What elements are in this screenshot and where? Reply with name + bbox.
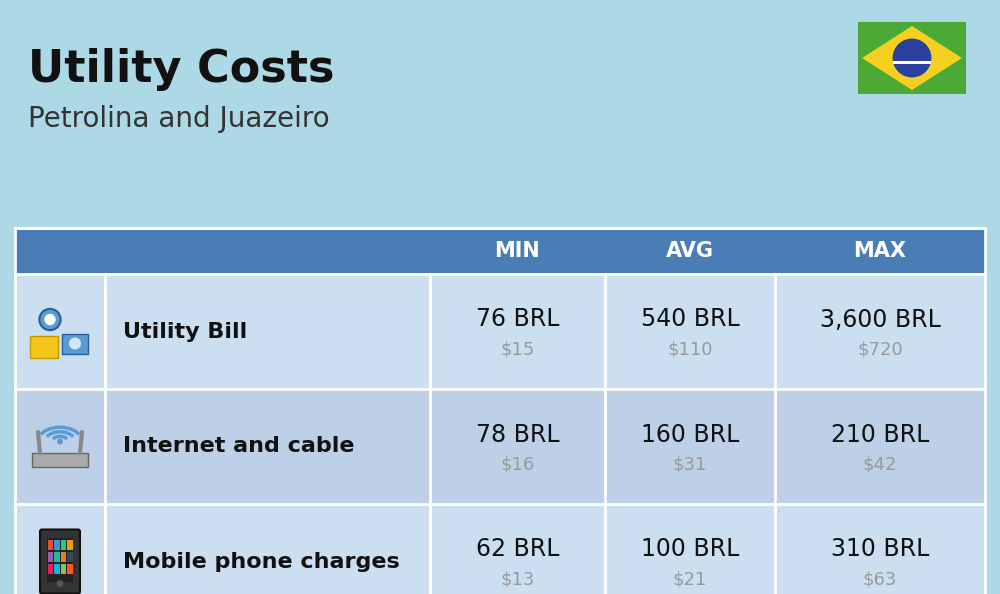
Polygon shape xyxy=(862,26,962,90)
Bar xyxy=(15,504,985,594)
Bar xyxy=(54,552,60,562)
Text: Mobile phone charges: Mobile phone charges xyxy=(123,551,400,571)
Text: $720: $720 xyxy=(857,340,903,359)
Bar xyxy=(15,389,985,504)
Bar xyxy=(48,540,53,550)
Circle shape xyxy=(893,39,931,77)
Bar xyxy=(54,540,60,550)
Bar xyxy=(62,333,88,353)
Bar xyxy=(67,564,72,574)
Text: $42: $42 xyxy=(863,456,897,473)
Text: MIN: MIN xyxy=(495,241,540,261)
Bar xyxy=(47,538,73,582)
Polygon shape xyxy=(893,61,931,65)
Text: $16: $16 xyxy=(500,456,535,473)
Text: 540 BRL: 540 BRL xyxy=(641,308,739,331)
Bar xyxy=(15,228,985,274)
Circle shape xyxy=(69,337,81,349)
Text: AVG: AVG xyxy=(666,241,714,261)
Text: $31: $31 xyxy=(673,456,707,473)
Circle shape xyxy=(57,438,63,444)
Text: $21: $21 xyxy=(673,570,707,589)
FancyBboxPatch shape xyxy=(40,529,80,593)
Bar xyxy=(858,22,966,94)
Bar xyxy=(15,274,985,389)
Bar xyxy=(15,228,985,594)
Text: 100 BRL: 100 BRL xyxy=(641,538,739,561)
Text: $15: $15 xyxy=(500,340,535,359)
Text: Utility Bill: Utility Bill xyxy=(123,321,247,342)
Bar xyxy=(67,552,72,562)
Text: $63: $63 xyxy=(863,570,897,589)
Text: MAX: MAX xyxy=(854,241,906,261)
Text: 310 BRL: 310 BRL xyxy=(831,538,929,561)
Text: 210 BRL: 210 BRL xyxy=(831,422,929,447)
Bar xyxy=(60,540,66,550)
Bar xyxy=(67,540,72,550)
Text: $110: $110 xyxy=(667,340,713,359)
Text: $13: $13 xyxy=(500,570,535,589)
Text: 78 BRL: 78 BRL xyxy=(476,422,559,447)
Circle shape xyxy=(56,580,64,587)
Bar xyxy=(30,336,58,358)
Text: 76 BRL: 76 BRL xyxy=(476,308,559,331)
Text: Utility Costs: Utility Costs xyxy=(28,48,334,91)
Circle shape xyxy=(44,314,56,325)
Bar xyxy=(60,552,66,562)
Text: 3,600 BRL: 3,600 BRL xyxy=(820,308,940,331)
Bar xyxy=(32,453,88,466)
Bar xyxy=(54,564,60,574)
Bar xyxy=(60,564,66,574)
Text: Petrolina and Juazeiro: Petrolina and Juazeiro xyxy=(28,105,330,133)
Text: 160 BRL: 160 BRL xyxy=(641,422,739,447)
Text: Internet and cable: Internet and cable xyxy=(123,437,354,457)
Bar xyxy=(48,552,53,562)
Text: 62 BRL: 62 BRL xyxy=(476,538,559,561)
Circle shape xyxy=(39,309,61,330)
Bar xyxy=(48,564,53,574)
